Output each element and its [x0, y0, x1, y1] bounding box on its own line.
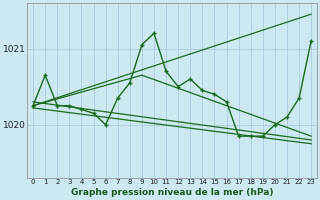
X-axis label: Graphe pression niveau de la mer (hPa): Graphe pression niveau de la mer (hPa) [71, 188, 273, 197]
